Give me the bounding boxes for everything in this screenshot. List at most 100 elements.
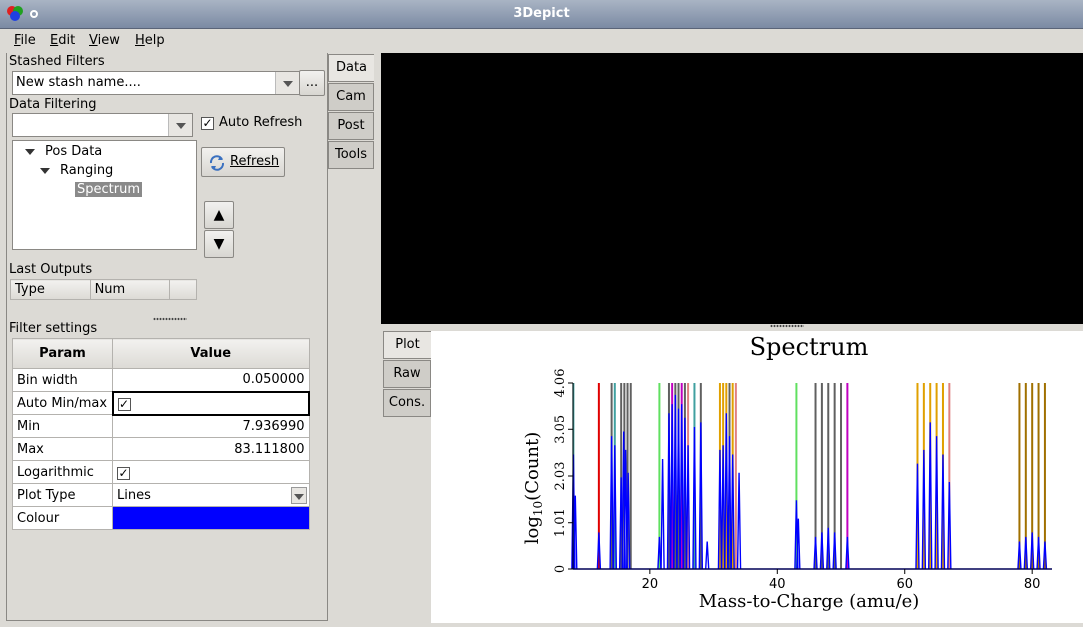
series-peak [679, 404, 684, 570]
series-peak [832, 532, 837, 570]
tab-cons[interactable]: Cons. [383, 389, 431, 417]
param-cell: Colour [12, 506, 113, 530]
filter-add-combo[interactable] [12, 113, 193, 137]
series-peak [813, 536, 818, 570]
chevron-down-icon [283, 81, 293, 87]
window-menu-icon[interactable] [30, 10, 38, 18]
stash-more-button[interactable]: ... [299, 70, 325, 96]
auto-minmax-checkbox[interactable]: ✓ [117, 396, 131, 411]
param-cell: Bin width [12, 368, 113, 392]
series-peak [724, 413, 729, 570]
menu-edit-mnemonic: E [50, 33, 59, 48]
menu-edit[interactable]: Edit [50, 33, 75, 48]
table-row[interactable]: Plot Type Lines [12, 483, 310, 507]
tree-item-spectrum[interactable]: Spectrum [75, 182, 142, 197]
value-cell[interactable]: ✓ [111, 390, 310, 416]
value-cell[interactable]: 7.936990 [112, 414, 310, 438]
auto-refresh-label: Auto Refresh [219, 115, 303, 130]
column-header-type[interactable]: Type [10, 279, 91, 300]
stash-name-combo[interactable]: New stash name.... [12, 71, 300, 95]
series-peak [666, 413, 672, 570]
param-cell: Auto Min/max [12, 391, 113, 415]
tree-item-pos-data[interactable]: Pos Data [25, 144, 102, 159]
series-peak [940, 454, 946, 570]
table-row[interactable]: Bin width 0.050000 [12, 368, 310, 392]
series-peak [625, 472, 631, 570]
menu-file[interactable]: File [14, 33, 36, 48]
spectrum-chart[interactable]: Spectrum Mass-to-Charge (amu/e) log10(Co… [431, 331, 1083, 623]
menu-help-mnemonic: H [135, 33, 145, 48]
y-tick-label: 0 [553, 565, 568, 573]
logarithmic-checkbox[interactable]: ✓ [117, 466, 130, 480]
refresh-button[interactable]: Refresh [201, 147, 285, 177]
x-tick-label: 60 [896, 577, 913, 592]
series-peak [676, 408, 681, 570]
expander-icon[interactable] [25, 148, 35, 155]
filter-settings-table: Param Value Bin width 0.050000 Auto Min/… [12, 338, 310, 530]
value-cell[interactable]: 83.111800 [112, 437, 310, 461]
series-peak [727, 436, 732, 570]
x-axis-label: Mass-to-Charge (amu/e) [699, 591, 920, 612]
y-tick-label: 2.03 [553, 462, 568, 491]
stash-dropdown-button[interactable] [275, 72, 299, 94]
auto-refresh-checkbox[interactable]: ✓ [201, 117, 214, 130]
series-peak [1029, 532, 1035, 570]
y-tick-label: 3.05 [553, 415, 568, 444]
param-cell: Plot Type [12, 483, 113, 507]
tab-plot[interactable]: Plot [383, 331, 431, 359]
series-peak [934, 436, 939, 570]
filter-add-dropdown-button[interactable] [168, 114, 192, 136]
table-row[interactable]: Min 7.936990 [12, 414, 310, 438]
x-tick-label: 80 [1024, 577, 1041, 592]
y-tick-label: 1.01 [553, 508, 568, 537]
menu-help[interactable]: Help [135, 33, 165, 48]
series-peak [698, 422, 704, 570]
menu-view[interactable]: View [89, 33, 120, 48]
refresh-icon [209, 155, 225, 171]
3d-viewport[interactable] [381, 53, 1083, 324]
tab-raw[interactable]: Raw [383, 360, 431, 388]
value-cell[interactable]: Lines [112, 483, 310, 507]
series-peak [669, 404, 675, 570]
chevron-down-icon [293, 494, 304, 500]
menu-file-mnemonic: F [14, 33, 21, 48]
checkmark-icon: ✓ [118, 396, 130, 411]
pane-resize-handle[interactable] [153, 317, 187, 321]
tab-data[interactable]: Data [328, 54, 374, 82]
tab-post[interactable]: Post [328, 112, 374, 140]
value-cell[interactable]: 0.050000 [112, 368, 310, 392]
colour-swatch[interactable] [112, 506, 310, 530]
range-lines [572, 383, 1046, 569]
filter-tree[interactable]: Pos Data Ranging Spectrum [12, 140, 197, 250]
viewport-resize-handle[interactable] [770, 324, 804, 328]
tree-item-label: Pos Data [45, 144, 103, 159]
plot-panel[interactable]: Spectrum Mass-to-Charge (amu/e) log10(Co… [431, 331, 1083, 623]
table-row[interactable]: Auto Min/max ✓ [12, 390, 310, 416]
move-up-button[interactable]: ▲ [204, 201, 234, 229]
y-tick-label: 4.06 [553, 369, 568, 398]
series-peak [928, 422, 933, 570]
chart-title: Spectrum [750, 333, 869, 361]
tab-cam[interactable]: Cam [328, 83, 374, 111]
move-down-button[interactable]: ▼ [204, 230, 234, 258]
tab-tools[interactable]: Tools [328, 141, 374, 169]
column-header-param[interactable]: Param [12, 338, 113, 369]
app-logo-icon [7, 6, 23, 21]
series-peak [720, 445, 726, 570]
column-header-num[interactable]: Num [89, 279, 171, 300]
series-peak [705, 541, 710, 570]
expander-icon[interactable] [40, 167, 50, 174]
tree-item-ranging[interactable]: Ranging [40, 163, 113, 178]
table-row[interactable]: Logarithmic ✓ [12, 460, 310, 484]
menu-view-label: iew [97, 33, 120, 48]
value-cell[interactable]: ✓ [112, 460, 310, 484]
series-peak [845, 536, 850, 570]
table-row[interactable]: Max 83.111800 [12, 437, 310, 461]
param-cell: Min [12, 414, 113, 438]
series-peak [1042, 541, 1048, 570]
series-peak [660, 459, 665, 570]
series-peak [596, 532, 602, 570]
column-header-value[interactable]: Value [112, 338, 310, 369]
table-row[interactable]: Colour [12, 506, 310, 530]
plot-type-dropdown-button[interactable] [290, 487, 307, 504]
